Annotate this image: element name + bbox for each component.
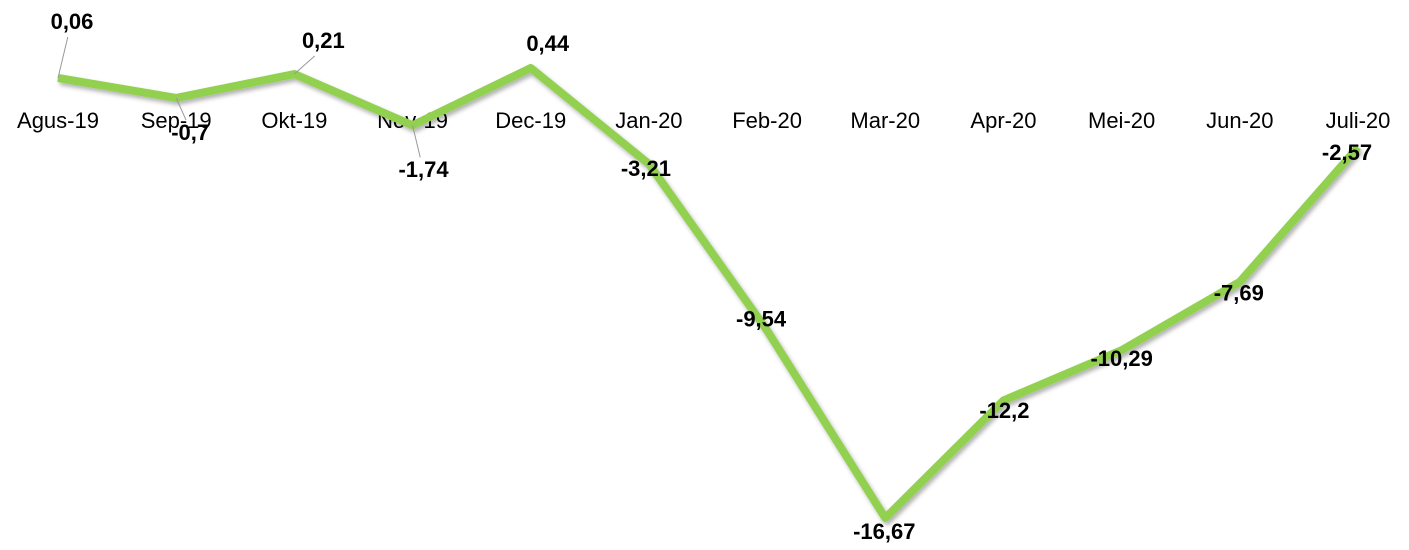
x-tick-label: Okt-19 xyxy=(261,108,327,133)
leader-line xyxy=(57,36,69,79)
data-label: -7,69 xyxy=(1214,281,1264,306)
x-tick-label: Sep-19 xyxy=(141,108,212,133)
data-line xyxy=(57,64,1362,522)
x-tick-label: Agus-19 xyxy=(17,108,99,133)
data-label: -1,74 xyxy=(398,157,449,182)
x-tick-label: Jun-20 xyxy=(1206,108,1273,133)
x-tick-label: Mei-20 xyxy=(1088,108,1155,133)
x-tick-label: Jan-20 xyxy=(615,108,682,133)
data-label: -12,2 xyxy=(979,398,1029,423)
data-label: 0,44 xyxy=(526,31,570,56)
data-label: -2,57 xyxy=(1322,140,1372,165)
x-tick-label: Feb-20 xyxy=(732,108,802,133)
x-tick-label: Apr-20 xyxy=(970,108,1036,133)
data-label: -16,67 xyxy=(853,519,915,544)
x-tick-label: Juli-20 xyxy=(1326,108,1391,133)
data-label: 0,21 xyxy=(302,28,345,53)
leader-line xyxy=(175,97,187,121)
leader-line xyxy=(294,55,315,75)
data-label: -3,21 xyxy=(621,156,671,181)
x-tick-label: Dec-19 xyxy=(495,108,566,133)
x-tick-label: Mar-20 xyxy=(850,108,920,133)
data-label: -0,7 xyxy=(171,120,209,145)
leader-line xyxy=(412,125,421,158)
data-label: -10,29 xyxy=(1090,346,1152,371)
data-label: -9,54 xyxy=(736,306,787,331)
data-label: 0,06 xyxy=(51,9,94,34)
